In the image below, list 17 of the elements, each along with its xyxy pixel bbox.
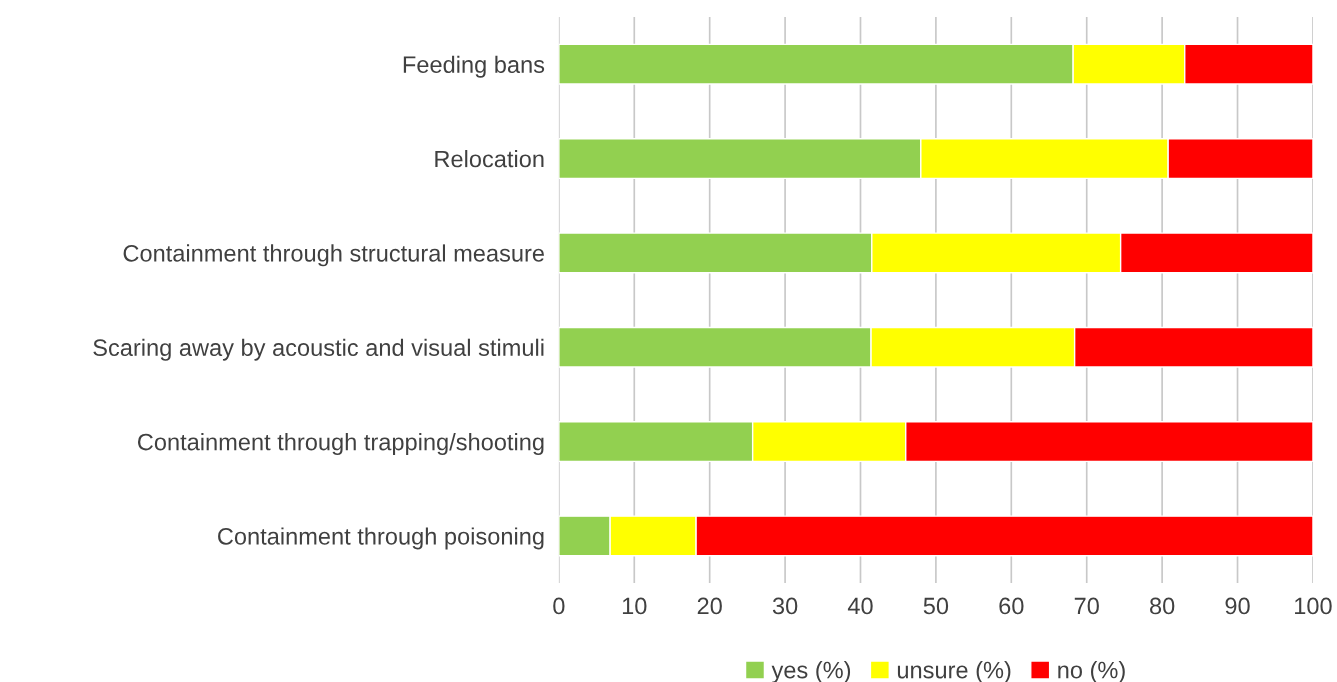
- y-tick-label: Feeding bans: [403, 55, 545, 78]
- x-tick-label: 70: [1074, 597, 1099, 615]
- x-tick-label: 30: [772, 597, 798, 615]
- y-tick-label: Containment through trapping/shooting: [137, 433, 544, 456]
- y-tick-label: Relocation: [435, 150, 544, 168]
- y-tick-label: Containment through poisoning: [218, 527, 544, 550]
- x-tick-label: 100: [1295, 597, 1332, 615]
- x-tick-label: 10: [622, 597, 647, 615]
- x-tick-label: 20: [697, 597, 722, 615]
- x-tick-label: 50: [923, 597, 949, 615]
- x-tick-label: 0: [553, 597, 565, 615]
- x-tick-label: 40: [847, 597, 873, 615]
- y-tick-label: Containment through structural measure: [123, 244, 544, 267]
- x-tick-label: 80: [1150, 597, 1175, 615]
- x-tick-label: 90: [1225, 597, 1250, 615]
- x-tick-label: 60: [999, 597, 1024, 615]
- y-tick-label: Scaring away by acoustic and visual stimuli: [93, 338, 544, 361]
